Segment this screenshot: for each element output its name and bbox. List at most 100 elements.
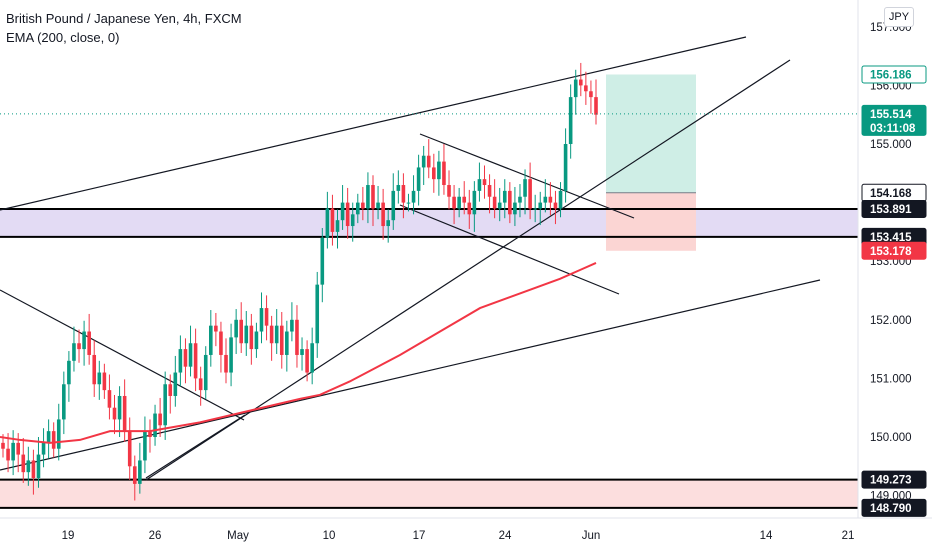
candle-body — [21, 454, 26, 473]
candle-body — [432, 167, 436, 180]
price-label: 153.891 — [870, 204, 912, 216]
candle-body — [320, 237, 325, 285]
candle-body — [335, 220, 340, 232]
candle-body — [244, 325, 249, 344]
candle-body — [203, 354, 208, 391]
candle-body — [472, 190, 477, 215]
candle-body — [513, 202, 517, 215]
candle-body — [173, 372, 178, 396]
candle-body — [82, 331, 86, 350]
candle-body — [279, 325, 284, 355]
candle-body — [56, 419, 61, 449]
candle-body — [523, 179, 527, 197]
y-tick-label: 150.000 — [870, 432, 912, 444]
candle-body — [249, 325, 254, 350]
candle-body — [467, 202, 472, 215]
price-label-box — [861, 498, 927, 517]
candle-body — [396, 185, 401, 191]
price-label: 149.273 — [870, 475, 912, 487]
candle-body — [558, 190, 563, 209]
candle-body — [553, 202, 558, 209]
candle-body — [77, 343, 81, 350]
candle-body — [381, 202, 385, 227]
candle-body — [92, 354, 97, 385]
candle-body — [594, 97, 598, 115]
candle-body — [482, 179, 487, 186]
candle-body — [305, 349, 309, 373]
candle-body — [224, 354, 228, 373]
candle-body — [234, 319, 238, 338]
x-tick-label: 10 — [323, 530, 336, 542]
currency-button[interactable]: JPY — [884, 7, 914, 27]
candle-body — [117, 395, 122, 420]
candle-body — [578, 79, 583, 86]
candle-body — [72, 343, 76, 361]
support-zone — [0, 479, 858, 508]
candle-body — [437, 161, 441, 180]
candle-body — [487, 185, 492, 197]
candle-body — [376, 202, 380, 209]
candle-body — [259, 308, 264, 332]
candle-body — [198, 378, 203, 391]
candle-body — [26, 460, 31, 473]
candle-body — [492, 196, 497, 209]
y-tick-label: 155.000 — [870, 139, 912, 151]
candle-body — [589, 91, 593, 98]
candle-body — [584, 85, 588, 92]
candle-body — [127, 431, 132, 467]
price-label: 156.186 — [870, 70, 912, 82]
take-profit-box — [606, 74, 696, 193]
candle-body — [568, 97, 573, 144]
candle-body — [447, 185, 451, 197]
candle-body — [214, 325, 218, 332]
candle-body — [502, 190, 507, 203]
candle-body — [41, 442, 46, 455]
candle-body — [477, 179, 482, 191]
candle-body — [300, 349, 304, 355]
candle-body — [391, 190, 396, 221]
candle-body — [178, 349, 183, 373]
price-axis — [858, 0, 932, 550]
candle-body — [138, 460, 142, 484]
stop-loss-box — [606, 192, 696, 251]
candle-body — [416, 167, 421, 191]
candle-body — [421, 155, 426, 168]
candle-body — [16, 442, 21, 455]
candle-body — [361, 202, 365, 209]
resistance-zone — [0, 208, 858, 237]
candle-body — [543, 196, 548, 203]
candle-body — [452, 196, 456, 209]
candle-body — [518, 196, 522, 203]
ema-200-line — [0, 262, 597, 444]
x-tick-label: 17 — [413, 530, 426, 542]
candle-body — [67, 360, 71, 385]
candle-body — [330, 208, 335, 232]
candle-body — [122, 395, 127, 432]
candle-body — [102, 372, 107, 391]
candle-body — [371, 185, 375, 209]
candle-body — [533, 208, 537, 210]
trend-line — [419, 133, 635, 219]
candle-body — [340, 202, 345, 221]
candle-body — [239, 319, 244, 344]
y-tick-label: 152.000 — [870, 315, 912, 327]
candle-body — [254, 331, 259, 350]
candle-body — [229, 337, 233, 373]
candle-body — [132, 466, 137, 484]
candle-body — [350, 214, 355, 227]
candle-body — [168, 384, 173, 396]
price-label-box — [861, 470, 927, 489]
candle-body — [97, 372, 102, 385]
candle-body — [406, 202, 411, 204]
countdown-label: 03:11:08 — [870, 123, 916, 135]
x-tick-label: 21 — [842, 530, 855, 542]
candle-body — [269, 325, 274, 344]
candle-body — [442, 161, 446, 186]
price-label-box — [861, 241, 927, 260]
candle-body — [355, 202, 360, 215]
trend-line — [0, 289, 245, 421]
candle-body — [411, 190, 416, 203]
candle-body — [325, 208, 330, 238]
